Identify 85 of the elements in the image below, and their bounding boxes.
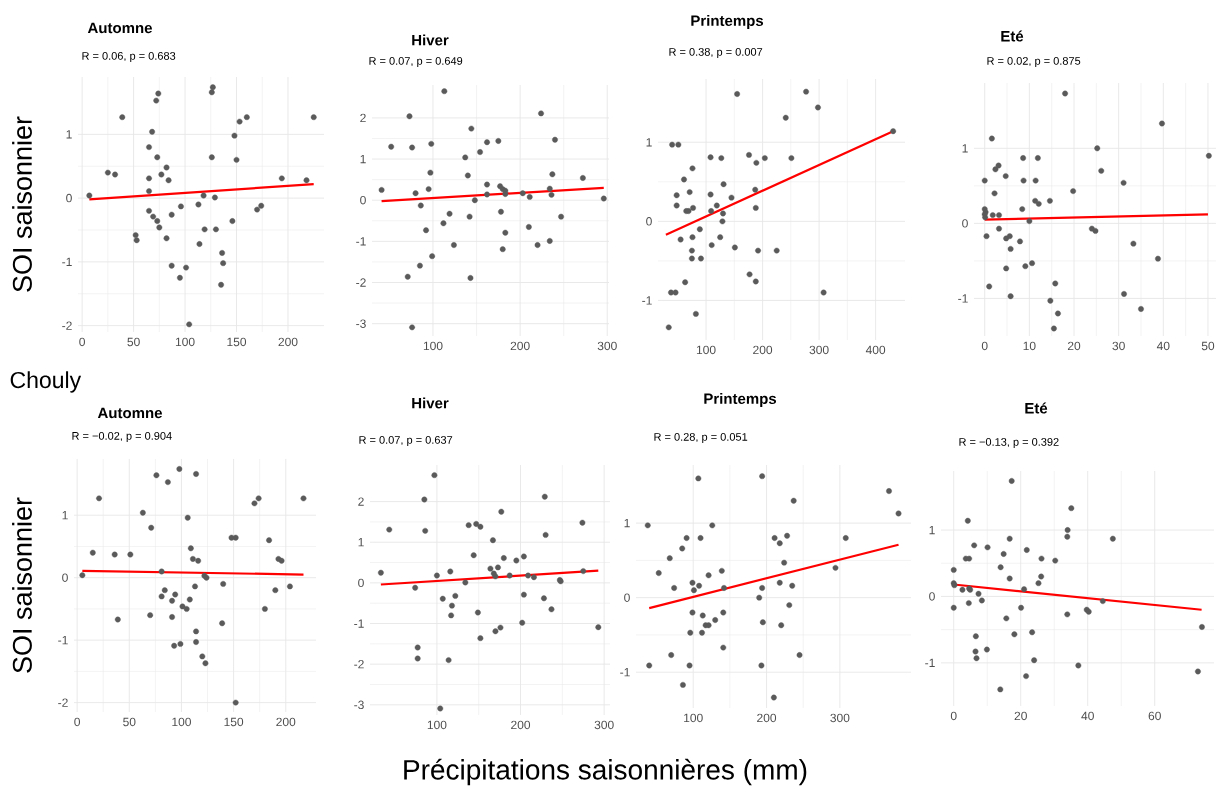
chart-title: Hiver bbox=[412, 397, 449, 409]
y-tick-label: 0 bbox=[624, 593, 630, 602]
x-tick-label: 0 bbox=[950, 711, 957, 721]
y-tick-label: 0 bbox=[646, 217, 652, 226]
x-tick-label: 100 bbox=[684, 713, 703, 723]
chart-title: Printemps bbox=[704, 392, 777, 407]
x-tick-label: 60 bbox=[1148, 711, 1161, 721]
y-tick-label: 0 bbox=[62, 573, 68, 582]
chart-title: Automne bbox=[97, 407, 162, 419]
y-tick-label: 1 bbox=[66, 130, 72, 139]
y-tick-label: -1 bbox=[958, 294, 968, 303]
chart-subtitle: R = 0.07, p = 0.649 bbox=[369, 57, 463, 67]
x-tick-label: 300 bbox=[594, 720, 614, 730]
y-tick-label: -1 bbox=[356, 237, 366, 246]
y-tick-label: 1 bbox=[62, 511, 68, 520]
x-tick-label: 0 bbox=[79, 337, 85, 347]
x-tick-label: 150 bbox=[227, 337, 247, 347]
x-tick-label: 200 bbox=[757, 713, 777, 723]
y-tick-label: 1 bbox=[962, 144, 968, 153]
chart-subtitle: R = 0.06, p = 0.683 bbox=[82, 52, 176, 62]
x-tick-label: 50 bbox=[1201, 341, 1215, 351]
x-tick-label: 30 bbox=[1112, 341, 1125, 351]
y-tick-label: 0 bbox=[962, 219, 968, 228]
x-tick-label: 200 bbox=[278, 337, 298, 347]
y-tick-label: 2 bbox=[358, 497, 364, 506]
y-tick-label: 1 bbox=[358, 538, 364, 547]
y-tick-label: 0 bbox=[66, 193, 72, 203]
chart-title: Eté bbox=[1001, 30, 1024, 42]
x-tick-label: 200 bbox=[511, 720, 531, 730]
chart-subtitle: R = 0.38, p = 0.007 bbox=[669, 48, 763, 58]
x-tick-label: 300 bbox=[830, 713, 850, 723]
chart-subtitle: R = −0.13, p = 0.392 bbox=[959, 438, 1059, 448]
y-tick-label: 1 bbox=[646, 138, 652, 147]
y-tick-label: -1 bbox=[620, 668, 630, 677]
y-tick-label: -2 bbox=[58, 698, 68, 707]
x-tick-label: 40 bbox=[1081, 711, 1094, 721]
y-tick-label: -3 bbox=[356, 319, 366, 328]
y-tick-label: -1 bbox=[925, 658, 935, 667]
y-axis-title: SOI saisonnier bbox=[12, 116, 32, 292]
chart-title: Automne bbox=[87, 22, 152, 34]
x-tick-label: 20 bbox=[1014, 711, 1027, 721]
y-tick-label: 1 bbox=[360, 154, 366, 164]
y-tick-label: 1 bbox=[624, 519, 630, 528]
y-tick-label: 2 bbox=[360, 113, 366, 123]
y-tick-label: -2 bbox=[354, 659, 364, 669]
chart-title: Printemps bbox=[691, 15, 764, 29]
x-tick-label: 0 bbox=[981, 341, 988, 351]
chart-title: Hiver bbox=[412, 34, 449, 46]
y-tick-label: 1 bbox=[929, 525, 935, 535]
y-tick-label: -3 bbox=[354, 700, 364, 710]
x-tick-label: 40 bbox=[1156, 341, 1170, 351]
x-tick-label: 50 bbox=[127, 337, 140, 347]
x-tick-label: 200 bbox=[510, 341, 530, 351]
y-tick-label: -1 bbox=[354, 619, 364, 628]
text: Chouly bbox=[10, 371, 82, 393]
x-tick-label: 150 bbox=[224, 717, 244, 727]
y-tick-label: 0 bbox=[360, 195, 366, 205]
x-tick-label: 100 bbox=[423, 341, 443, 351]
x-tick-label: 20 bbox=[1067, 341, 1081, 351]
x-tick-label: 0 bbox=[74, 717, 81, 727]
y-axis-title: SOI saisonnier bbox=[12, 497, 32, 673]
y-tick-label: -2 bbox=[356, 278, 366, 287]
chart-title: Eté bbox=[1025, 402, 1048, 414]
x-tick-label: 10 bbox=[1023, 341, 1036, 351]
x-axis-title: Précipitations saisonnières (mm) bbox=[404, 758, 807, 786]
x-tick-label: 200 bbox=[276, 717, 296, 727]
x-tick-label: 50 bbox=[123, 717, 136, 727]
x-tick-label: 200 bbox=[753, 345, 773, 355]
y-tick-label: 0 bbox=[929, 592, 935, 601]
x-tick-label: 400 bbox=[865, 345, 886, 355]
chart-subtitle: R = −0.02, p = 0.904 bbox=[72, 432, 172, 442]
x-tick-label: 100 bbox=[696, 345, 716, 355]
x-tick-label: 300 bbox=[809, 345, 829, 355]
y-tick-label: 0 bbox=[358, 578, 364, 588]
x-tick-label: 100 bbox=[427, 720, 447, 730]
chart-subtitle: R = 0.07, p = 0.637 bbox=[359, 436, 453, 446]
y-tick-label: -1 bbox=[62, 257, 72, 266]
chart-subtitle: R = 0.28, p = 0.051 bbox=[654, 433, 748, 443]
chart-subtitle: R = 0.02, p = 0.875 bbox=[987, 57, 1081, 67]
x-tick-label: 100 bbox=[172, 717, 191, 727]
y-tick-label: -1 bbox=[58, 636, 68, 645]
y-tick-label: -1 bbox=[642, 296, 652, 305]
x-tick-label: 300 bbox=[597, 341, 617, 351]
y-tick-label: -2 bbox=[62, 321, 72, 330]
x-tick-label: 100 bbox=[175, 337, 195, 347]
